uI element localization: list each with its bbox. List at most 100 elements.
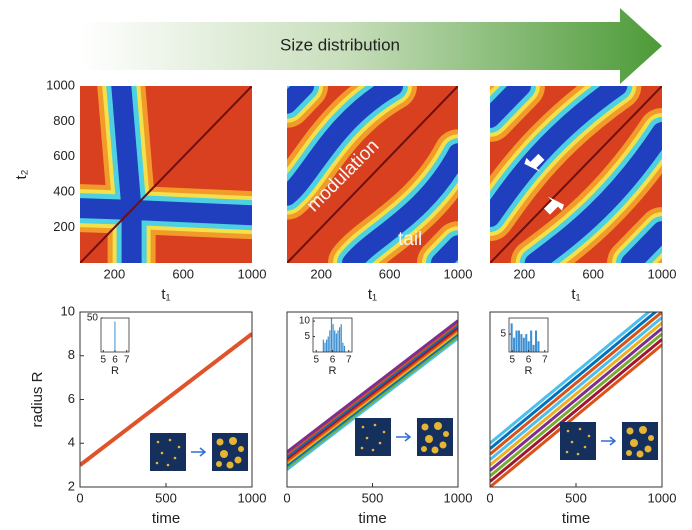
series-line xyxy=(287,332,458,467)
x-tick-label: 1000 xyxy=(238,266,267,281)
x-tick-label: 7 xyxy=(542,355,548,366)
heatmap-band xyxy=(430,235,458,263)
y-tick-label: 400 xyxy=(53,184,75,199)
series-line xyxy=(287,328,458,462)
x-axis-label: R xyxy=(329,365,337,377)
lines xyxy=(490,312,662,487)
annotation-arrow xyxy=(543,196,564,215)
histogram-bar xyxy=(535,330,538,352)
histogram-bar xyxy=(329,330,331,352)
particles-before xyxy=(355,418,391,456)
series-line xyxy=(490,343,662,487)
histogram-bar xyxy=(532,344,535,352)
heatmap xyxy=(287,86,458,263)
series-line xyxy=(490,312,658,450)
histogram-bar xyxy=(525,334,528,352)
x-tick-label: 5 xyxy=(101,355,107,366)
heatmap-band xyxy=(621,221,662,263)
x-tick-label: 0 xyxy=(486,490,493,505)
histogram-bar xyxy=(340,324,342,352)
x-tick-label: 5 xyxy=(509,355,515,366)
histogram-bar xyxy=(327,336,329,352)
x-tick-label: 1000 xyxy=(444,266,473,281)
series-line xyxy=(287,326,458,460)
histogram-bar xyxy=(537,341,540,352)
series-line xyxy=(490,312,662,456)
histogram-bar xyxy=(530,330,533,352)
histogram-bar xyxy=(114,321,116,352)
heatmap xyxy=(490,86,662,263)
x-tick-label: 6 xyxy=(526,355,532,366)
x-tick-label: 500 xyxy=(155,490,177,505)
lines xyxy=(287,319,458,471)
y-tick-label: 8 xyxy=(68,347,75,362)
growth-arrow xyxy=(601,436,617,446)
growth-arrow xyxy=(396,432,412,442)
heatmap-band xyxy=(287,86,315,114)
series-line xyxy=(490,321,662,467)
x-tick-label: 6 xyxy=(330,355,336,366)
x-axis-label: time xyxy=(152,510,180,527)
x-tick-label: 200 xyxy=(310,266,332,281)
histogram-bar xyxy=(326,339,328,352)
x-axis-label: R xyxy=(525,365,533,377)
x-tick-label: 500 xyxy=(565,490,587,505)
y-tick-label: 4 xyxy=(68,435,75,450)
histogram-bar xyxy=(513,337,516,352)
x-axis-label: R xyxy=(111,365,119,377)
annotation-arrow xyxy=(524,153,545,172)
histogram-bar xyxy=(520,334,523,352)
particles-after xyxy=(417,418,453,456)
series-line xyxy=(287,334,458,469)
growth-arrow xyxy=(191,447,207,457)
histogram-bar xyxy=(335,333,337,352)
x-tick-label: 1000 xyxy=(648,490,677,505)
y-tick-label: 10 xyxy=(299,316,311,327)
x-axis-label: time xyxy=(358,510,386,527)
x-tick-label: 200 xyxy=(104,266,126,281)
series-line xyxy=(490,312,652,445)
y-tick-label: 50 xyxy=(87,313,99,324)
x-axis-label: t₁ xyxy=(571,286,580,303)
series-line xyxy=(490,316,662,461)
histogram-bar xyxy=(324,342,326,352)
particles-before xyxy=(150,433,186,471)
heatmap xyxy=(80,86,252,263)
histogram-bar xyxy=(343,345,346,352)
x-tick-label: 500 xyxy=(362,490,384,505)
heatmap-band xyxy=(111,86,142,220)
series-line xyxy=(287,337,458,471)
y-tick-label: 1000 xyxy=(46,77,75,92)
histogram-bar xyxy=(510,323,513,352)
heatmap-band xyxy=(287,86,403,206)
y-tick-label: 10 xyxy=(61,303,75,318)
heatmap-band xyxy=(490,86,531,128)
x-tick-label: 7 xyxy=(346,355,352,366)
heatmap-band xyxy=(80,198,142,220)
x-tick-label: 7 xyxy=(124,355,130,366)
heatmap-diagonal xyxy=(287,86,458,263)
histogram-bar xyxy=(332,324,334,352)
histogram-bar xyxy=(517,330,520,352)
histogram-bar xyxy=(322,339,324,352)
histogram-bar xyxy=(337,330,339,352)
x-tick-label: 0 xyxy=(76,490,83,505)
series-line xyxy=(490,327,662,472)
y-tick-label: 5 xyxy=(304,331,310,342)
y-tick-label: 600 xyxy=(53,148,75,163)
y-axis-label: t₂ xyxy=(13,169,30,179)
x-tick-label: 1000 xyxy=(648,266,677,281)
series-line xyxy=(490,332,662,478)
histogram-bar xyxy=(522,337,525,352)
series-line xyxy=(287,319,458,454)
series-line xyxy=(490,338,662,483)
histogram-bar xyxy=(330,318,333,352)
heatmap-diagonal xyxy=(80,86,252,263)
lines xyxy=(80,332,252,467)
annotation: tail xyxy=(398,229,422,250)
series-line xyxy=(287,321,458,456)
x-tick-label: 1000 xyxy=(238,490,267,505)
heatmap-diagonal xyxy=(490,86,662,263)
histogram-bar xyxy=(342,342,344,352)
